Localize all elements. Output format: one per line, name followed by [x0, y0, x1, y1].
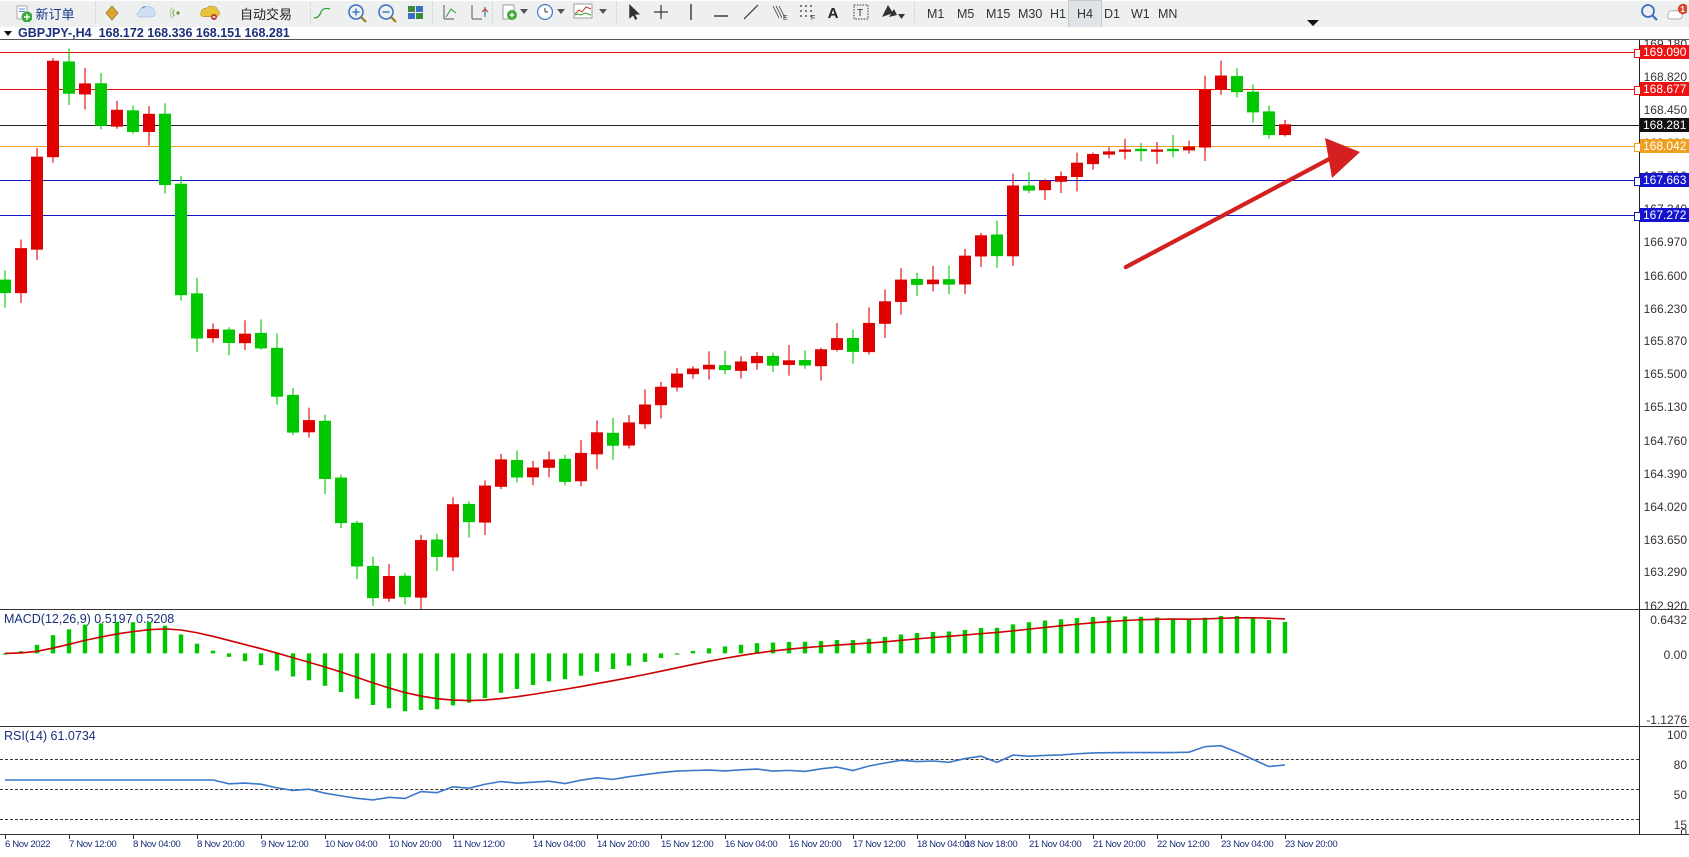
svg-text:1: 1: [1680, 4, 1685, 14]
svg-text:E: E: [783, 15, 788, 21]
svg-text:F: F: [811, 15, 815, 21]
svg-text:T: T: [857, 8, 863, 19]
